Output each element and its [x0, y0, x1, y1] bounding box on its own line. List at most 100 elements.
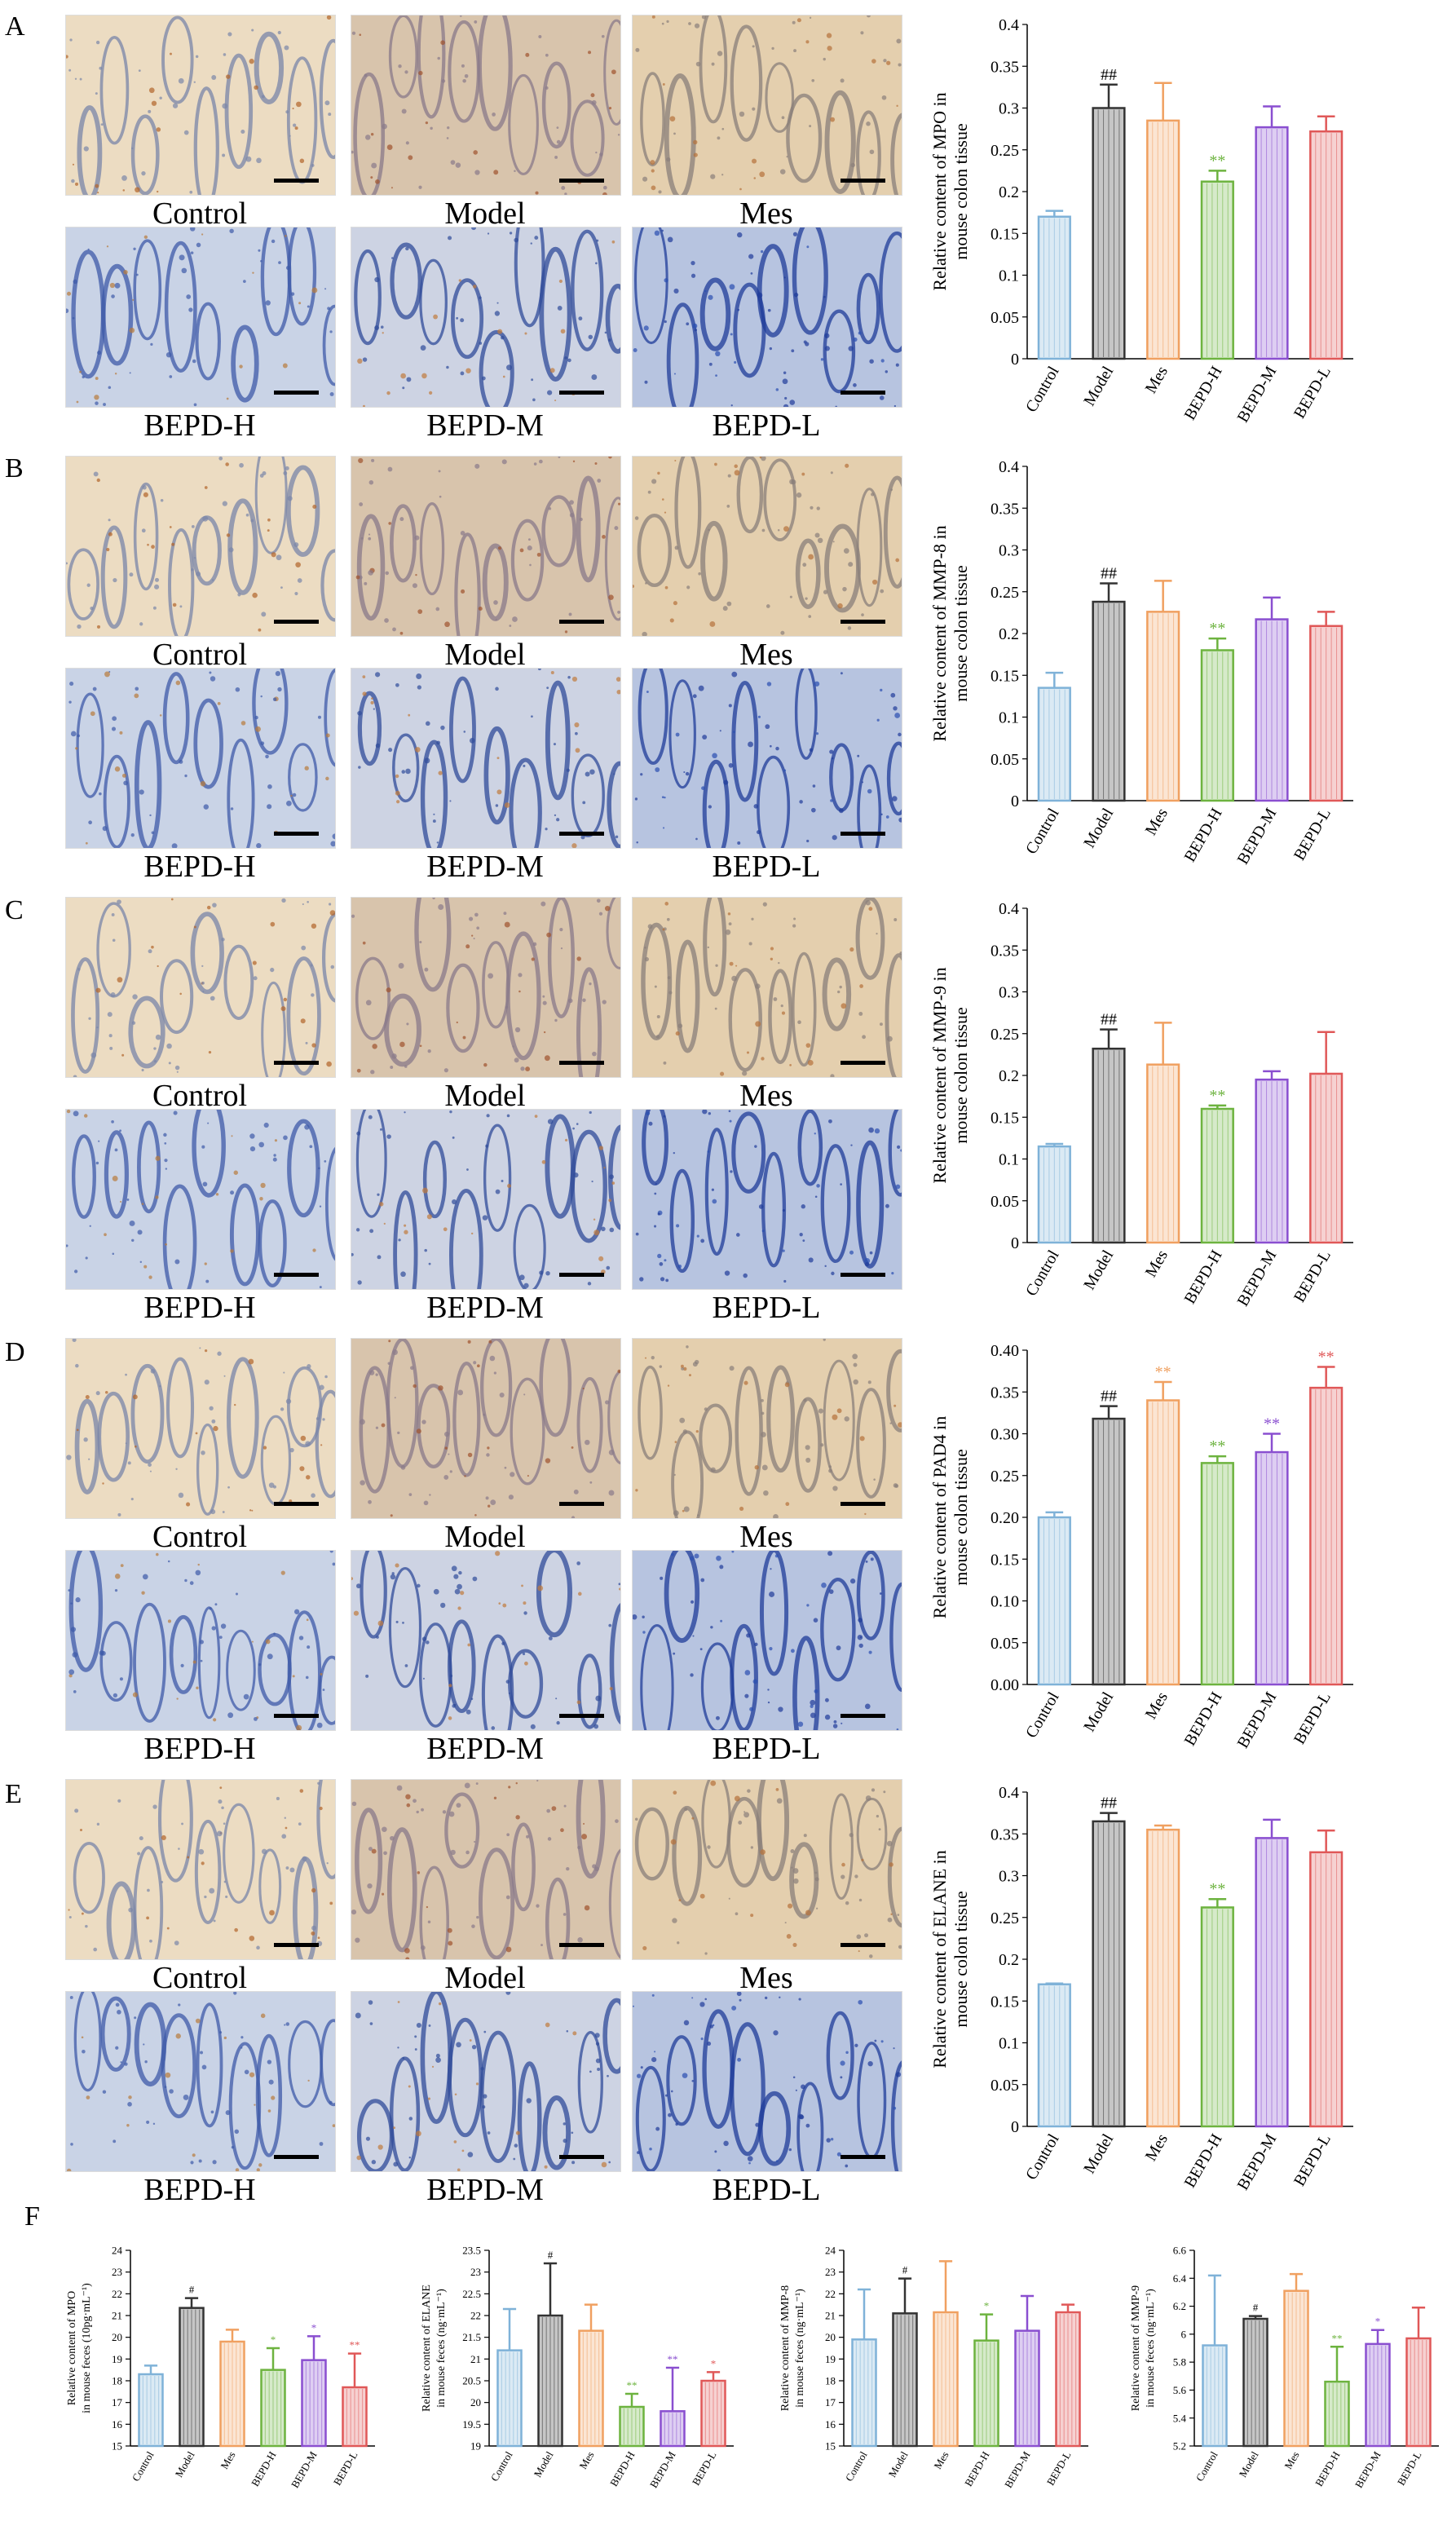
y-tick-label: 0.40	[991, 1342, 1019, 1360]
x-tick-label: Model	[173, 2449, 197, 2479]
x-tick-label: Model	[1080, 2130, 1117, 2177]
y-tick-label: 0.05	[991, 1635, 1019, 1653]
y-tick-label: 0.4	[999, 16, 1019, 34]
panel-letter-e: E	[5, 1779, 22, 1809]
y-tick-label: 6.2	[1173, 2300, 1186, 2312]
micrograph-label: Control	[152, 1961, 248, 1995]
micrograph-label: Model	[444, 196, 526, 231]
micrograph-label: Mes	[739, 1520, 793, 1554]
x-tick-label: Control	[1022, 805, 1063, 857]
x-tick-label: BEPD-M	[1352, 2449, 1383, 2490]
significance-marker: *	[271, 2333, 276, 2346]
y-tick-label: 0.4	[999, 458, 1019, 476]
y-tick-label: 0.15	[991, 667, 1019, 685]
micrograph-model	[351, 1779, 621, 1960]
y-axis-label: Relative content of MMP-9	[1130, 2285, 1142, 2411]
y-tick-label: 18	[825, 2375, 836, 2387]
significance-marker: **	[627, 2379, 638, 2391]
micrograph-bepd-l	[632, 1991, 902, 2172]
y-tick-label: 19	[112, 2353, 122, 2365]
y-tick-label: 0.1	[999, 2035, 1019, 2053]
x-tick-label: Control	[130, 2449, 157, 2483]
micrograph-label: Control	[152, 1079, 248, 1113]
x-tick-label: Mes	[1142, 363, 1171, 396]
micrograph-bepd-m	[351, 1550, 621, 1731]
micrograph-label: BEPD-L	[712, 408, 821, 443]
y-tick-label: 0.2	[999, 1067, 1019, 1085]
significance-marker: **	[1209, 1880, 1225, 1898]
panel-letter-d: D	[5, 1337, 25, 1367]
y-axis-label: Relative content of MMP-8 in	[929, 525, 950, 741]
micrograph-label: BEPD-H	[143, 1732, 256, 1766]
y-tick-label: 24	[112, 2245, 123, 2257]
x-tick-label: BEPD-L	[1291, 364, 1335, 422]
x-tick-label: Model	[1080, 363, 1117, 409]
y-tick-label: 23	[470, 2266, 481, 2278]
significance-marker: **	[1209, 1437, 1225, 1455]
y-axis-label: mouse colon tissue	[951, 1891, 971, 2027]
significance-marker: #	[1253, 2302, 1259, 2314]
y-tick-label: 0.4	[999, 1784, 1019, 1802]
y-tick-label: 0.15	[991, 1551, 1019, 1569]
micrograph-bepd-h	[65, 1109, 336, 1290]
x-tick-label: BEPD-H	[1180, 1689, 1225, 1750]
y-tick-label: 0.35	[991, 942, 1019, 960]
x-tick-label: BEPD-H	[249, 2449, 278, 2488]
significance-marker: **	[1264, 1415, 1280, 1433]
y-axis-label: Relative content of MMP-8	[779, 2285, 792, 2411]
y-tick-label: 19	[825, 2353, 836, 2365]
x-tick-label: Control	[1022, 1247, 1063, 1299]
y-tick-label: 15	[825, 2440, 836, 2453]
chart-e: 0 0.05 0.1 0.15 0.2 0.25 0.3 0.35 0.4 Relative co…	[929, 1784, 1353, 2193]
y-axis-label: Relative content of MPO in	[929, 92, 950, 290]
micrograph-control	[65, 15, 336, 196]
y-tick-label: 0.05	[991, 1193, 1019, 1211]
y-tick-label: 23.5	[462, 2245, 481, 2257]
micrograph-label: Mes	[739, 638, 793, 672]
micrograph-mes	[632, 1779, 902, 1960]
significance-marker: ##	[1101, 1795, 1117, 1812]
micrograph-label: BEPD-M	[426, 850, 544, 884]
y-tick-label: 23	[825, 2266, 836, 2278]
micrograph-mes	[632, 15, 902, 196]
x-tick-label: Model	[1080, 1689, 1117, 1735]
significance-marker: ##	[1101, 1388, 1117, 1406]
y-tick-label: 0.15	[991, 1109, 1019, 1127]
chart-f2: 19 19.5 20 20.5 21 21.5 22 22.5 23 23.5 Relative c…	[421, 2245, 734, 2490]
x-tick-label: Mes	[931, 2449, 951, 2471]
y-tick-label: 0.05	[991, 309, 1019, 327]
x-tick-label: BEPD-L	[690, 2449, 719, 2488]
y-tick-label: 0.25	[991, 584, 1019, 602]
x-tick-label: BEPD-H	[1180, 2131, 1225, 2192]
y-tick-label: 0.35	[991, 1384, 1019, 1402]
micrograph-label: Mes	[739, 1961, 793, 1995]
y-tick-label: 6.4	[1173, 2272, 1187, 2285]
y-tick-label: 21	[825, 2310, 836, 2322]
micrograph-mes	[632, 1338, 902, 1519]
micrograph-model	[351, 456, 621, 637]
micrograph-bepd-m	[351, 668, 621, 849]
micrograph-label: BEPD-H	[143, 1291, 256, 1325]
x-tick-label: BEPD-H	[1313, 2449, 1342, 2488]
micrograph-label: Mes	[739, 196, 793, 231]
y-tick-label: 18	[112, 2375, 122, 2387]
y-tick-label: 20	[112, 2331, 122, 2343]
y-tick-label: 0.2	[999, 183, 1019, 201]
micrograph-bepd-h	[65, 668, 336, 849]
y-axis-label: mouse colon tissue	[951, 565, 971, 701]
y-tick-label: 0.15	[991, 1993, 1019, 2011]
y-tick-label: 0.30	[991, 1426, 1019, 1444]
x-tick-label: Model	[1080, 805, 1117, 851]
x-tick-label: Model	[532, 2449, 556, 2479]
x-tick-label: BEPD-L	[1291, 1247, 1335, 1306]
micrograph-label: BEPD-M	[426, 408, 544, 443]
y-tick-label: 0.25	[991, 1026, 1019, 1044]
y-tick-label: 21	[112, 2310, 122, 2322]
y-tick-label: 24	[825, 2245, 836, 2257]
y-tick-label: 0.3	[999, 542, 1019, 560]
x-tick-label: Control	[1022, 1689, 1063, 1741]
x-tick-label: BEPD-H	[607, 2449, 637, 2488]
y-tick-label: 0.25	[991, 142, 1019, 160]
x-tick-label: BEPD-M	[1233, 2130, 1280, 2193]
y-tick-label: 0.25	[991, 1468, 1019, 1486]
